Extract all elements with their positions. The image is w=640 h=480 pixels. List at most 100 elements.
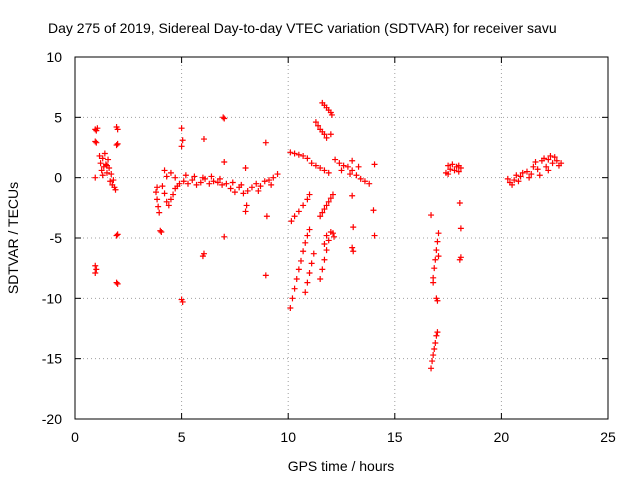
data-point [167, 196, 174, 203]
x-axis-label: GPS time / hours [288, 458, 395, 474]
data-point [274, 171, 281, 178]
data-point [558, 160, 565, 167]
data-point [231, 189, 238, 196]
data-point [208, 173, 215, 180]
data-point [253, 180, 260, 187]
data-point [371, 161, 378, 168]
y-axis-label: SDTVAR / TECUs [5, 182, 21, 294]
data-point [304, 232, 311, 239]
data-point [350, 248, 357, 255]
data-point [178, 143, 185, 150]
data-point [456, 200, 463, 207]
data-point [92, 269, 99, 276]
data-point [179, 137, 186, 144]
data-point [295, 266, 302, 273]
data-point [545, 156, 552, 163]
data-point [526, 174, 533, 181]
data-point [263, 213, 270, 220]
data-point [255, 187, 262, 194]
data-point [97, 160, 104, 167]
data-point [179, 298, 186, 305]
data-point [165, 202, 172, 209]
data-point [321, 131, 328, 138]
data-point [451, 167, 458, 174]
data-point [349, 192, 356, 199]
y-tick-label: 10 [46, 49, 62, 65]
data-point [102, 161, 109, 168]
data-point [103, 162, 110, 169]
data-point [370, 207, 377, 214]
data-point [96, 152, 103, 159]
data-point [161, 167, 168, 174]
data-point [434, 329, 441, 336]
data-point [182, 172, 189, 179]
data-point [328, 111, 335, 118]
data-point [105, 156, 112, 163]
data-point [371, 232, 378, 239]
data-point [321, 206, 328, 213]
data-point [113, 232, 120, 239]
data-point [532, 158, 539, 165]
data-point [289, 295, 296, 302]
data-point [154, 184, 161, 191]
data-point [199, 174, 206, 181]
data-point [170, 191, 177, 198]
data-point [176, 180, 183, 187]
data-point [319, 209, 326, 216]
data-point [349, 244, 356, 251]
data-point [220, 114, 227, 121]
data-point [321, 167, 328, 174]
data-point [103, 169, 110, 176]
data-point [257, 183, 264, 190]
data-point [163, 173, 170, 180]
data-point [167, 169, 174, 176]
data-point [517, 173, 524, 180]
data-point [291, 285, 298, 292]
data-point [315, 122, 322, 129]
data-point [553, 157, 560, 164]
data-point [112, 186, 119, 193]
data-point [350, 224, 357, 231]
x-tick-label: 25 [600, 429, 616, 445]
data-point [317, 165, 324, 172]
data-point [302, 289, 309, 296]
data-point [327, 131, 334, 138]
data-point [445, 162, 452, 169]
data-point [266, 177, 273, 184]
data-point [262, 139, 269, 146]
data-point [325, 237, 332, 244]
data-point [306, 191, 313, 198]
data-point [158, 228, 165, 235]
data-point [108, 171, 115, 178]
data-point [297, 257, 304, 264]
data-point [308, 160, 315, 167]
data-point [197, 179, 204, 186]
data-point [304, 155, 311, 162]
y-tick-label: -15 [42, 351, 62, 367]
data-point [317, 276, 324, 283]
data-point [338, 167, 345, 174]
y-tick-label: -5 [50, 230, 63, 246]
data-point [101, 150, 108, 157]
data-point [321, 241, 328, 248]
data-point [545, 167, 552, 174]
data-point [229, 179, 236, 186]
data-point [221, 158, 228, 165]
data-point [551, 154, 558, 161]
data-point [511, 177, 518, 184]
data-point [329, 230, 336, 237]
data-point [110, 177, 117, 184]
data-point [180, 178, 187, 185]
data-point [536, 172, 543, 179]
data-point [347, 171, 354, 178]
data-point [221, 115, 228, 122]
data-point [300, 248, 307, 255]
data-point [428, 212, 435, 219]
data-point [344, 163, 351, 170]
data-point [268, 181, 275, 188]
data-point [291, 150, 298, 157]
data-point [270, 174, 277, 181]
data-point [541, 155, 548, 162]
data-point [114, 280, 121, 287]
